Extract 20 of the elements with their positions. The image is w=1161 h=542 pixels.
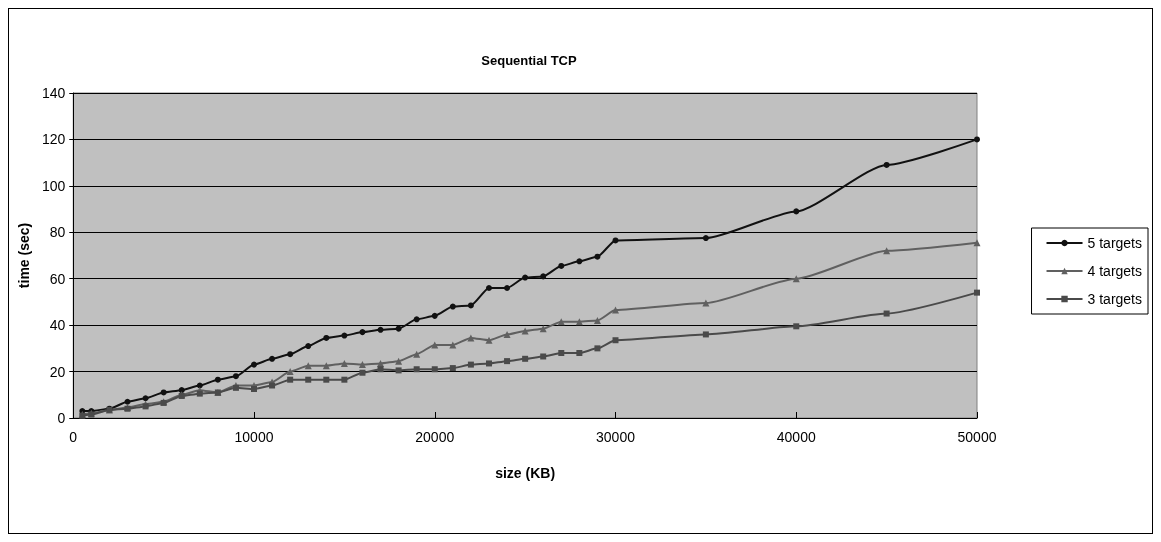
y-tick-label: 100 <box>41 177 66 194</box>
y-axis-title: time (sec) <box>16 222 32 289</box>
legend-label: 5 targets <box>1087 235 1143 251</box>
y-tick-label: 0 <box>57 410 66 426</box>
y-tick-label: 20 <box>49 363 66 380</box>
x-tick-label: 0 <box>69 429 78 445</box>
x-axis-title: size (KB) <box>495 465 556 481</box>
y-tick-label: 60 <box>49 270 66 287</box>
y-tick-label: 80 <box>49 224 66 241</box>
legend-label: 4 targets <box>1087 263 1143 279</box>
x-tick-label: 50000 <box>957 429 997 445</box>
legend-label: 3 targets <box>1087 291 1143 307</box>
chart-title: Sequential TCP <box>481 53 577 68</box>
y-tick-label: 40 <box>49 317 66 334</box>
x-tick-label: 40000 <box>776 429 816 445</box>
x-tick-label: 20000 <box>415 429 455 445</box>
x-tick-label: 30000 <box>596 429 636 445</box>
y-tick-label: 140 <box>41 85 66 101</box>
x-tick-label: 10000 <box>234 429 274 445</box>
y-tick-label: 120 <box>41 131 66 148</box>
